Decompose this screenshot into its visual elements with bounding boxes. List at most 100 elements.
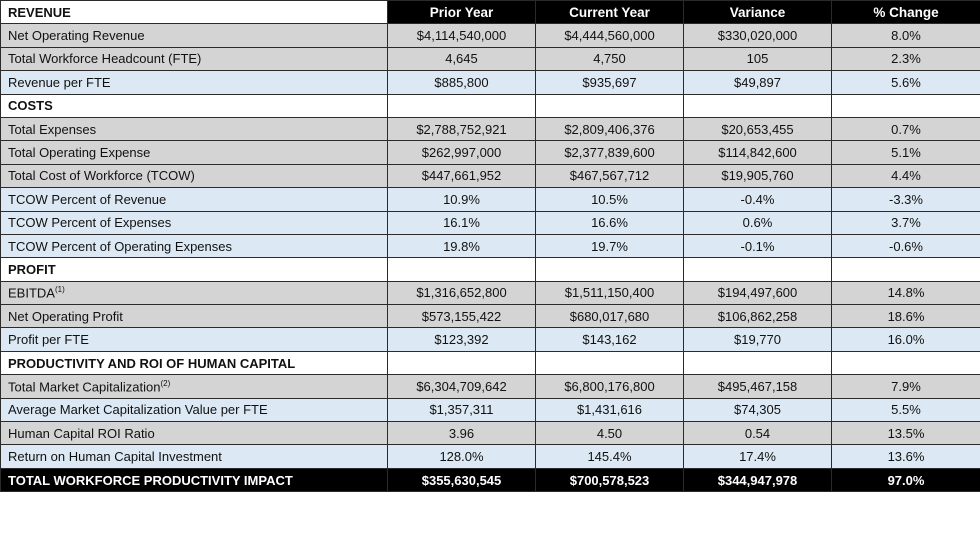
table-cell: $4,444,560,000 (535, 23, 684, 48)
table-cell: 145.4% (535, 444, 684, 469)
section-header-row: COSTS (0, 93, 980, 118)
table-cell: $2,788,752,921 (387, 116, 536, 142)
table-cell: $114,842,600 (683, 140, 832, 165)
table-row: Total Cost of Workforce (TCOW) $447,661,9… (0, 163, 980, 189)
row-label: TCOW Percent of Revenue (0, 187, 388, 212)
row-label: TCOW Percent of Operating Expenses (0, 233, 388, 259)
table-cell: 3.7% (831, 210, 980, 235)
total-cell: $700,578,523 (535, 467, 684, 493)
section-title: COSTS (0, 93, 388, 118)
empty-cell (683, 93, 832, 118)
table-cell: $1,357,311 (387, 397, 536, 423)
row-label: Return on Human Capital Investment (0, 444, 388, 469)
row-label: Total Expenses (0, 116, 388, 142)
empty-cell (831, 257, 980, 282)
section-header-row: PRODUCTIVITY AND ROI OF HUMAN CAPITAL (0, 350, 980, 376)
column-header-variance: Variance (683, 0, 832, 25)
row-label-text: Human Capital ROI Ratio (8, 425, 155, 441)
table-cell: $49,897 (683, 70, 832, 95)
table-cell: $6,800,176,800 (535, 374, 684, 399)
row-label-text: TCOW Percent of Expenses (8, 215, 172, 231)
table-cell: 19.7% (535, 233, 684, 259)
table-cell: $573,155,422 (387, 304, 536, 329)
table-cell: 16.1% (387, 210, 536, 235)
table-cell: 19.8% (387, 233, 536, 259)
column-header-prior-year: Prior Year (387, 0, 536, 25)
row-label: Average Market Capitalization Value per … (0, 397, 388, 423)
table-cell: 3.96 (387, 421, 536, 446)
column-header-current-year: Current Year (535, 0, 684, 25)
table-row: Total Expenses $2,788,752,921 $2,809,406,3… (0, 116, 980, 142)
row-label: EBITDA(1) (0, 280, 388, 306)
row-label-text: Return on Human Capital Investment (8, 449, 222, 465)
empty-cell (535, 257, 684, 282)
row-label-text: Total Expenses (8, 121, 97, 137)
row-label: Total Market Capitalization(2) (0, 374, 388, 399)
table-cell: $467,567,712 (535, 163, 684, 189)
table-row: Revenue per FTE $885,800 $935,697 $49,897 5.… (0, 70, 980, 95)
row-label: Net Operating Revenue (0, 23, 388, 48)
row-label-text: TCOW Percent of Operating Expenses (8, 238, 232, 254)
column-header-percent-change: % Change (831, 0, 980, 25)
table-row: TCOW Percent of Expenses 16.1% 16.6% 0.6% 3.… (0, 210, 980, 235)
table-cell: $330,020,000 (683, 23, 832, 48)
table-cell: 13.6% (831, 444, 980, 469)
row-label: Profit per FTE (0, 327, 388, 352)
row-label-text: Revenue per FTE (8, 74, 111, 90)
table-row: Total Operating Expense $262,997,000 $2,37… (0, 140, 980, 165)
table-cell: 105 (683, 46, 832, 72)
table-row: Net Operating Profit $573,155,422 $680,017… (0, 304, 980, 329)
row-label: Revenue per FTE (0, 70, 388, 95)
table-cell: $680,017,680 (535, 304, 684, 329)
empty-cell (535, 93, 684, 118)
table-cell: -0.4% (683, 187, 832, 212)
total-cell: 97.0% (831, 467, 980, 493)
table-cell: $19,905,760 (683, 163, 832, 189)
table-cell: 5.5% (831, 397, 980, 423)
table-cell: 5.1% (831, 140, 980, 165)
table-row: Profit per FTE $123,392 $143,162 $19,770 16.… (0, 327, 980, 352)
header-row: REVENUE Prior Year Current Year Variance… (0, 0, 980, 25)
table-cell: $143,162 (535, 327, 684, 352)
total-label: TOTAL WORKFORCE PRODUCTIVITY IMPACT (0, 467, 388, 493)
table-cell: 8.0% (831, 23, 980, 48)
row-label-text: Average Market Capitalization Value per … (8, 402, 268, 418)
empty-cell (387, 93, 536, 118)
row-label: Human Capital ROI Ratio (0, 421, 388, 446)
row-label-text: TCOW Percent of Revenue (8, 191, 167, 207)
table-cell: 16.0% (831, 327, 980, 352)
table-row: Net Operating Revenue $4,114,540,000 $4,44… (0, 23, 980, 48)
table-cell: $885,800 (387, 70, 536, 95)
total-cell: $355,630,545 (387, 467, 536, 493)
footnote-marker: (1) (54, 285, 65, 295)
table-cell: $495,467,158 (683, 374, 832, 399)
table-cell: -0.6% (831, 233, 980, 259)
row-label: Total Cost of Workforce (TCOW) (0, 163, 388, 189)
table-cell: 17.4% (683, 444, 832, 469)
table-row: Total Workforce Headcount (FTE) 4,645 4,75… (0, 46, 980, 72)
section-title: PROFIT (0, 257, 388, 282)
row-label: Total Operating Expense (0, 140, 388, 165)
table-cell: 14.8% (831, 280, 980, 306)
table-cell: $1,511,150,400 (535, 280, 684, 306)
table-cell: 128.0% (387, 444, 536, 469)
table-cell: 5.6% (831, 70, 980, 95)
row-label-text: Total Workforce Headcount (FTE) (8, 51, 202, 67)
table-cell: $1,316,652,800 (387, 280, 536, 306)
table-cell: -3.3% (831, 187, 980, 212)
section-title-revenue: REVENUE (0, 0, 388, 25)
table-cell: 0.54 (683, 421, 832, 446)
row-label-text: Total Market Capitalization (8, 379, 161, 395)
empty-cell (387, 350, 536, 376)
row-label-text: Net Operating Profit (8, 308, 123, 324)
table-cell: $6,304,709,642 (387, 374, 536, 399)
table-cell: 16.6% (535, 210, 684, 235)
row-label-text: Profit per FTE (8, 332, 89, 348)
table-cell: 10.5% (535, 187, 684, 212)
table-cell: $194,497,600 (683, 280, 832, 306)
table-cell: 0.7% (831, 116, 980, 142)
table-cell: $20,653,455 (683, 116, 832, 142)
section-title: PRODUCTIVITY AND ROI OF HUMAN CAPITAL (0, 350, 388, 376)
table-cell: $2,377,839,600 (535, 140, 684, 165)
footnote-marker: (2) (160, 378, 171, 388)
